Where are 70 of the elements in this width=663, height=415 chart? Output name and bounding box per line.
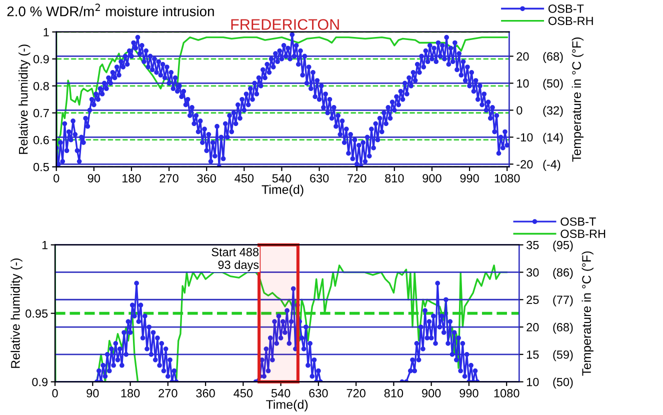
y2-tick-label: -10: [516, 133, 533, 142]
y3-tick-label: (68): [543, 52, 563, 63]
y-axis-title: Relative humidity (-): [18, 44, 30, 154]
y-tick-label: 0.6: [33, 136, 49, 144]
x-tick-label: 360: [197, 174, 216, 182]
y2-axis-title: Temperature in °C (°F): [582, 251, 594, 376]
y2-tick-label: -20: [516, 160, 533, 169]
y-tick-label: 0.7: [33, 108, 49, 118]
y3-tick-label: (50): [553, 378, 573, 389]
y2-tick-label: 10: [517, 79, 529, 88]
x-tick-label: 270: [158, 389, 178, 398]
chart-subtitle: FREDERICTON: [231, 19, 339, 30]
y3-tick-label: (68): [553, 322, 573, 334]
legend-label: OSB-T: [560, 217, 596, 226]
y2-tick-label: 30: [526, 268, 539, 277]
y3-tick-label: (86): [553, 268, 573, 279]
y3-tick-label: (59): [553, 350, 573, 362]
x-tick-label: 810: [385, 174, 404, 182]
y3-tick-label: (77): [553, 295, 573, 306]
legend-label: OSB-T: [548, 4, 584, 13]
x-tick-label: 1080: [494, 174, 520, 182]
x-tick-label: 90: [88, 174, 100, 182]
x-tick-label: 810: [384, 389, 404, 398]
x-tick-label: 0: [54, 174, 60, 182]
x-tick-label: 720: [348, 174, 366, 182]
y2-tick-label: 20: [516, 52, 529, 61]
x-tick-label: 540: [271, 389, 290, 398]
y-axis-title: Relative humidity (-): [10, 258, 22, 368]
y-tick-label: 0.9: [32, 378, 48, 386]
x-tick-label: 720: [346, 389, 366, 398]
x-tick-label: 0: [52, 389, 58, 398]
x-axis-title: Time(d): [262, 184, 304, 196]
x-tick-label: 630: [310, 174, 329, 182]
y3-tick-label: (50): [543, 78, 563, 90]
y2-tick-label: 20: [526, 323, 539, 332]
y2-tick-label: 25: [526, 296, 539, 304]
band-label: Start 488 93 days: [212, 248, 259, 272]
y2-tick-label: 35: [526, 240, 539, 250]
x-tick-label: 990: [460, 174, 479, 182]
y2-tick-label: 10: [526, 378, 539, 386]
y-tick-label: 0.95: [26, 309, 48, 318]
y2-axis-title: Temperature in °C (°F): [572, 38, 584, 162]
x-tick-label: 450: [234, 389, 253, 398]
x-tick-label: 1080: [494, 389, 520, 398]
y-tick-label: 0.9: [33, 54, 49, 64]
y-tick-label: 0.8: [33, 82, 49, 90]
y2-tick-label: 15: [526, 350, 539, 359]
y3-tick-label: (32): [543, 106, 563, 117]
y3-tick-label: (95): [553, 240, 573, 252]
y-tick-label: 1: [44, 28, 49, 36]
x-tick-label: 900: [422, 389, 441, 398]
x-tick-label: 990: [460, 389, 478, 398]
x-tick-label: 180: [121, 389, 140, 398]
chart-title: 2.0 % WDR/m$^{2}$ moisture intrusion: [7, 4, 214, 16]
x-tick-label: 540: [272, 174, 292, 182]
x-tick-label: 90: [86, 389, 99, 398]
x-tick-label: 450: [234, 174, 254, 182]
x-tick-label: 630: [309, 389, 328, 398]
legend-label: OSB-RH: [560, 230, 606, 238]
y-tick-label: 0.5: [33, 162, 49, 172]
legend-label: OSB-RH: [548, 16, 593, 26]
y3-tick-label: (14): [543, 132, 563, 144]
y2-tick-label: 0: [516, 106, 522, 115]
y-tick-label: 1: [42, 241, 48, 250]
x-tick-label: 180: [122, 174, 141, 182]
x-tick-label: 270: [160, 174, 178, 182]
x-tick-label: 900: [422, 174, 442, 182]
x-tick-label: 360: [196, 389, 215, 398]
x-axis-title: Time(d): [266, 400, 308, 412]
y3-tick-label: (-4): [543, 160, 560, 171]
